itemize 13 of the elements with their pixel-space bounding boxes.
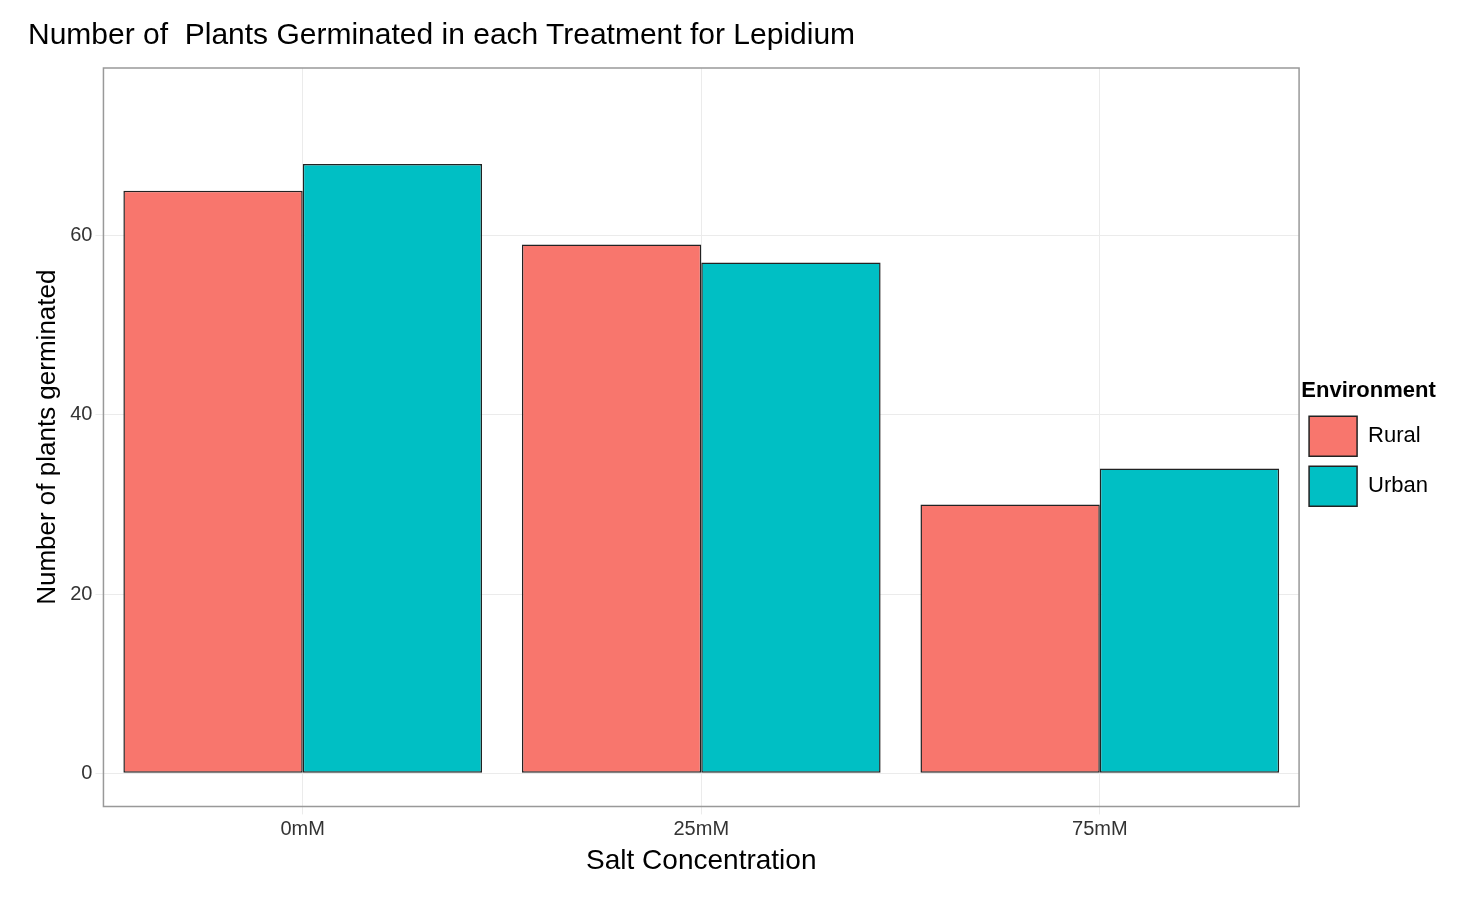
y-tick-label: 0 [81, 760, 93, 783]
chart-title: Number of Plants Germinated in each Treatment for Lepidium [28, 17, 856, 51]
y-tick-label: 20 [70, 581, 93, 604]
legend-label: Rural [1368, 422, 1421, 448]
y-tick-label: 40 [70, 402, 93, 425]
x-tick-label: 0mM [280, 816, 325, 839]
y-axis-title: Number of plants germinated [30, 269, 61, 605]
y-tick-label: 60 [70, 223, 93, 246]
x-tick-label: 25mM [673, 816, 730, 839]
x-axis-title: Salt Concentration [586, 843, 817, 875]
legend-title: Environment [1301, 376, 1437, 402]
legend-label: Urban [1368, 472, 1428, 498]
x-tick-label: 75mM [1072, 816, 1128, 839]
